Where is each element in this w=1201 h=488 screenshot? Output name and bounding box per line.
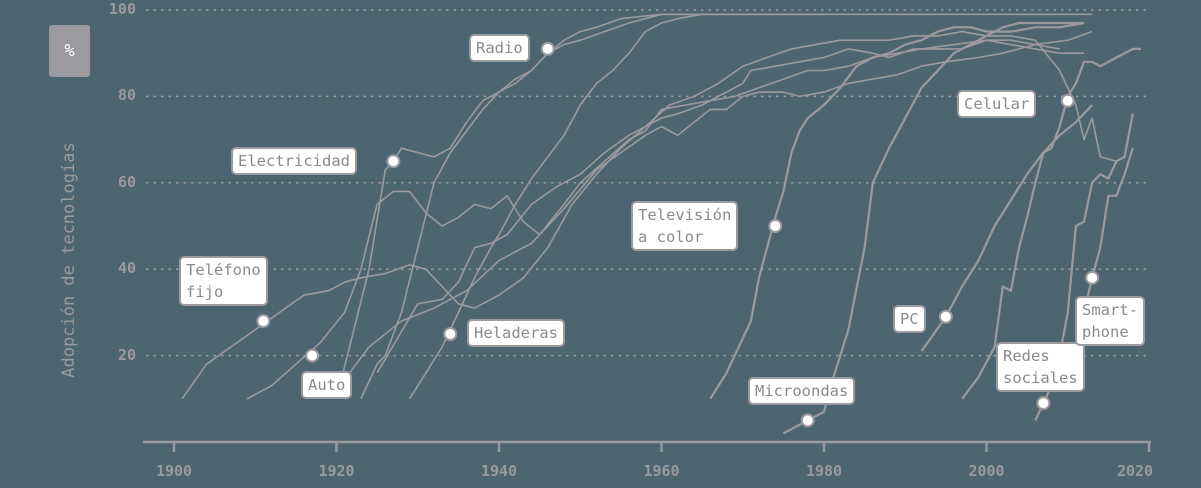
series-label-redes-sociales: Redes sociales bbox=[996, 342, 1085, 392]
x-tick-label: 1940 bbox=[480, 462, 518, 480]
x-tick-label: 1920 bbox=[318, 462, 355, 480]
series-label-radio: Radio bbox=[469, 34, 530, 62]
series-marker[interactable] bbox=[443, 327, 458, 341]
series-markers bbox=[256, 41, 1100, 428]
series-label-microondas: Microondas bbox=[748, 377, 856, 405]
series-marker[interactable] bbox=[386, 154, 401, 169]
y-tick-label: 80 bbox=[117, 86, 136, 105]
series-marker[interactable] bbox=[1085, 270, 1100, 285]
series-line-celular bbox=[961, 47, 1141, 400]
x-tick-label: 2000 bbox=[968, 462, 1005, 480]
y-axis-title: Adopción de tecnologías bbox=[59, 142, 79, 378]
series-marker[interactable] bbox=[768, 219, 783, 233]
series-line-heladeras bbox=[408, 13, 743, 400]
series-label-heladeras: Heladeras bbox=[467, 319, 565, 347]
x-axis bbox=[143, 440, 1151, 452]
percent-icon: % bbox=[64, 41, 75, 61]
series-line-radio bbox=[360, 13, 824, 400]
series-marker[interactable] bbox=[1060, 93, 1075, 108]
series-marker[interactable] bbox=[305, 348, 320, 363]
series-label-televisi-n-a-color: Televisión a color bbox=[631, 201, 739, 251]
y-tick-label: 20 bbox=[117, 345, 136, 364]
series-line-smartphone bbox=[1082, 147, 1134, 313]
x-tick-label: 1980 bbox=[805, 462, 843, 480]
series-marker[interactable] bbox=[1036, 396, 1051, 411]
series-label-smartphone: Smart- phone bbox=[1075, 296, 1145, 346]
series-label-pc: PC bbox=[893, 305, 926, 333]
series-line-aspiradora bbox=[376, 39, 1060, 374]
series-lines bbox=[181, 13, 1141, 435]
x-tick-label: 2020 bbox=[1116, 462, 1154, 480]
series-marker[interactable] bbox=[540, 41, 555, 56]
series-line-pc bbox=[920, 104, 1093, 352]
series-label-auto: Auto bbox=[301, 371, 353, 399]
y-tick-label: 100 bbox=[108, 0, 136, 18]
series-label-tel-fono-fijo: Teléfono fijo bbox=[179, 256, 268, 306]
unit-badge: % bbox=[49, 25, 90, 77]
series-line-televisi-n-a-color bbox=[709, 21, 1085, 400]
y-tick-label: 40 bbox=[117, 259, 136, 278]
series-marker[interactable] bbox=[938, 309, 953, 324]
series-marker[interactable] bbox=[800, 413, 815, 428]
series-label-electricidad: Electricidad bbox=[231, 147, 357, 175]
x-tick-label: 1960 bbox=[643, 462, 680, 480]
y-tick-label: 60 bbox=[117, 172, 136, 191]
series-label-celular: Celular bbox=[957, 90, 1037, 118]
series-marker[interactable] bbox=[256, 314, 271, 329]
x-tick-label: 1900 bbox=[155, 462, 193, 480]
